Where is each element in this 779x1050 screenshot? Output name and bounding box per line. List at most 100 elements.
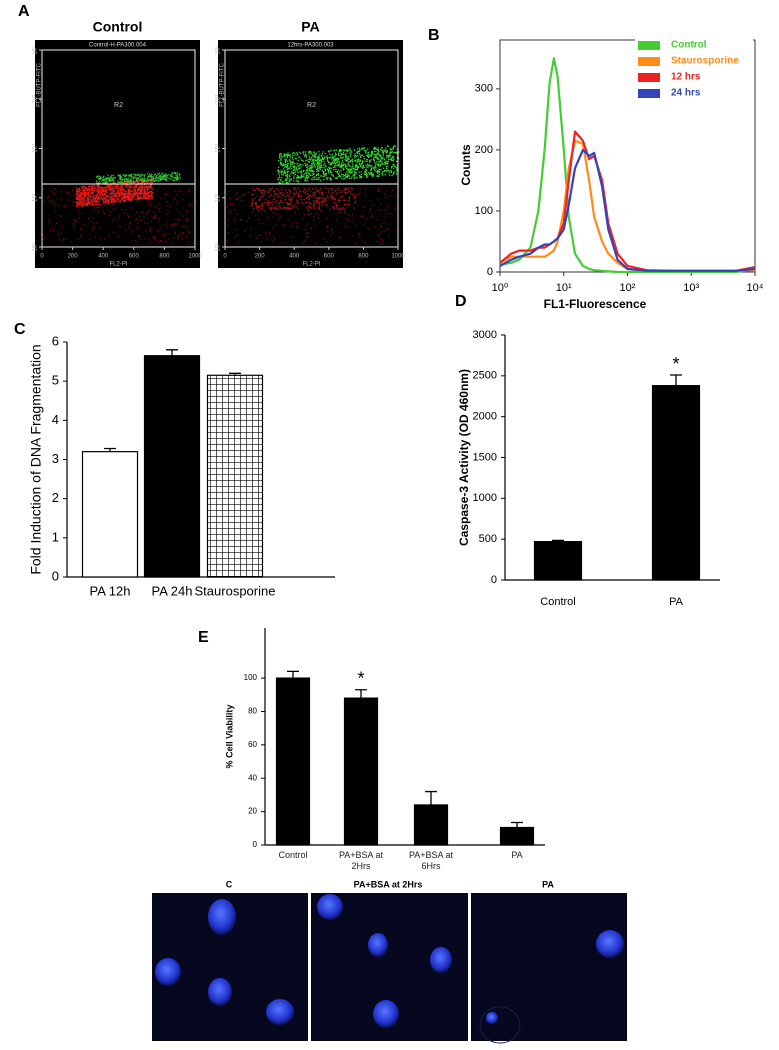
series-line [499, 57, 756, 274]
dot [332, 157, 334, 159]
dot [378, 170, 380, 173]
y-tick-label: 40 [248, 773, 257, 782]
dot [91, 202, 93, 205]
y-axis-label: Counts [459, 144, 473, 186]
dot [354, 172, 356, 175]
dot [396, 167, 398, 169]
dot [93, 200, 95, 202]
dot [353, 217, 355, 220]
dot [312, 154, 314, 156]
x-tick-label: PA 24h [152, 583, 193, 598]
dot [344, 192, 347, 194]
dot [313, 164, 315, 166]
dot [78, 198, 80, 200]
dot [77, 238, 80, 241]
dot [369, 211, 371, 213]
dot [81, 205, 83, 208]
dot [276, 213, 278, 215]
dot [379, 168, 381, 170]
dot [53, 230, 55, 232]
dot [87, 195, 89, 197]
dot [96, 197, 99, 199]
dot [105, 192, 107, 195]
dot [380, 156, 383, 159]
dot [123, 178, 126, 181]
dot [315, 174, 318, 177]
dot [343, 153, 345, 155]
dot [393, 172, 395, 174]
dot [385, 190, 388, 192]
dot [309, 165, 311, 167]
dot [284, 162, 287, 164]
dot [123, 212, 126, 214]
dot [272, 198, 274, 201]
dot [338, 208, 340, 211]
dot [119, 187, 122, 189]
dot [333, 149, 335, 152]
dot [275, 224, 277, 226]
dot [336, 164, 338, 166]
dot [332, 197, 334, 199]
dot [125, 196, 128, 198]
dot [284, 172, 286, 174]
dot [134, 192, 137, 195]
dot [374, 146, 376, 149]
dot [297, 202, 300, 204]
dot [339, 155, 341, 157]
dot [375, 150, 377, 152]
dot [390, 167, 393, 169]
dot [377, 163, 379, 165]
dot [285, 165, 287, 168]
dot [354, 201, 357, 203]
dot [265, 231, 267, 233]
dot [390, 170, 393, 173]
dot [296, 177, 298, 179]
dot [42, 233, 44, 236]
dot [137, 181, 140, 184]
dot [322, 178, 325, 181]
dot [321, 193, 323, 196]
dot [103, 182, 105, 184]
dot [354, 154, 356, 157]
dot [313, 153, 316, 155]
dot [80, 236, 83, 238]
dot [363, 224, 365, 227]
dot [307, 213, 309, 216]
dot [80, 196, 82, 198]
dot [337, 191, 339, 194]
dot [355, 176, 357, 178]
dot [298, 167, 300, 169]
dot [113, 190, 115, 192]
dot [286, 201, 288, 204]
dot [317, 169, 320, 171]
dot [83, 186, 86, 188]
dot [381, 157, 383, 159]
dot [122, 192, 124, 194]
dot [280, 163, 283, 165]
dot [288, 178, 290, 180]
dot [115, 193, 117, 196]
dot [87, 197, 89, 199]
dot [68, 192, 70, 194]
dot [235, 197, 238, 200]
dot [260, 195, 262, 198]
dot [146, 173, 149, 175]
x-tick-label: PA+BSA at 2Hrs [338, 850, 384, 871]
dot [351, 194, 353, 196]
dot [154, 177, 157, 180]
dot [327, 225, 329, 227]
dot [306, 193, 309, 195]
dot [178, 219, 180, 222]
dot [293, 180, 295, 182]
dot [387, 145, 389, 148]
dot [120, 186, 122, 188]
dot [292, 196, 294, 198]
dot [107, 187, 110, 190]
dot [309, 158, 311, 160]
dot [344, 210, 346, 213]
dot [267, 199, 269, 202]
dot [105, 179, 108, 181]
dot [287, 171, 289, 173]
dot [361, 239, 364, 241]
